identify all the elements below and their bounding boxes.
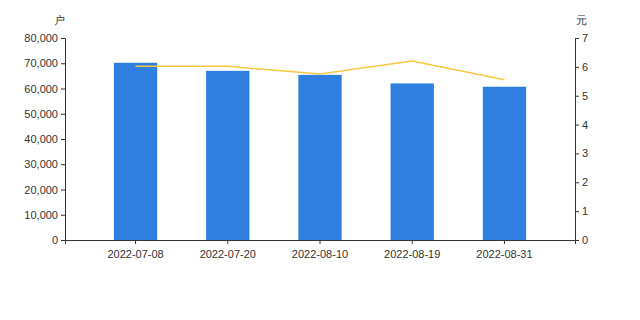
tick-mark <box>320 240 321 244</box>
tick: 4 <box>575 119 588 131</box>
chart: 0 10,000 20,000 30,000 40,000 50,000 60,000 70,… <box>0 0 640 320</box>
bar <box>206 71 249 240</box>
tick: 30,000 <box>24 158 65 170</box>
tick: 20,000 <box>24 184 65 196</box>
tick-mark <box>61 240 65 241</box>
bar-series <box>114 63 526 240</box>
y-axis: 0 10,000 20,000 30,000 40,000 50,000 60,000 70,… <box>24 32 65 246</box>
tick: 1 <box>575 205 588 217</box>
tick-label: 3 <box>582 147 588 159</box>
tick: 3 <box>575 147 588 159</box>
plot: 0 10,000 20,000 30,000 40,000 50,000 60,000 70,… <box>24 32 588 260</box>
tick-mark <box>575 67 579 68</box>
tick-mark <box>575 96 579 97</box>
tick-label: 20,000 <box>24 184 58 196</box>
tick-label: 70,000 <box>24 57 58 69</box>
tick-mark <box>575 38 579 39</box>
tick-label: 50,000 <box>24 108 58 120</box>
tick-label: 60,000 <box>24 83 58 95</box>
y-axis-title: 户 <box>54 14 65 27</box>
tick: 2022-08-19 <box>384 240 440 260</box>
tick-mark <box>575 211 579 212</box>
tick: 40,000 <box>24 133 65 145</box>
tick: 7 <box>575 32 588 44</box>
axis-line <box>61 39 66 241</box>
tick-mark <box>575 125 579 126</box>
tick: 6 <box>575 61 588 73</box>
tick-label: 5 <box>582 90 588 102</box>
tick: 60,000 <box>24 83 65 95</box>
tick-label: 7 <box>582 32 588 44</box>
tick: 2022-07-08 <box>107 240 163 260</box>
bar <box>298 75 341 240</box>
bar <box>114 63 157 240</box>
tick-label: 0 <box>582 234 588 246</box>
tick-mark <box>61 114 65 115</box>
y2-axis: 0 1 2 3 4 5 6 7 <box>575 32 588 246</box>
tick-mark <box>504 240 505 244</box>
line <box>136 61 505 80</box>
tick-label: 30,000 <box>24 158 58 170</box>
x-axis: 2022-07-08 2022-07-20 2022-08-10 2022-08-19… <box>66 240 576 260</box>
tick: 2 <box>575 176 588 188</box>
tick: 50,000 <box>24 108 65 120</box>
tick-label: 2022-08-19 <box>384 248 440 260</box>
tick-label: 2022-08-31 <box>476 248 532 260</box>
tick-label: 40,000 <box>24 133 58 145</box>
tick-mark <box>61 63 65 64</box>
tick-mark <box>135 240 136 244</box>
tick: 70,000 <box>24 57 65 69</box>
axis-line <box>66 241 576 245</box>
tick-mark <box>61 215 65 216</box>
tick: 10,000 <box>24 209 65 221</box>
tick: 2022-08-10 <box>292 240 348 260</box>
marks <box>114 61 526 240</box>
tick: 0 <box>575 234 588 246</box>
tick-mark <box>61 38 65 39</box>
tick-mark <box>412 240 413 244</box>
tick-mark <box>575 153 579 154</box>
tick-label: 2022-08-10 <box>292 248 348 260</box>
tick-mark <box>227 240 228 244</box>
tick-label: 6 <box>582 61 588 73</box>
tick-mark <box>575 182 579 183</box>
tick: 80,000 <box>24 32 65 44</box>
tick: 2022-07-20 <box>200 240 256 260</box>
tick-label: 80,000 <box>24 32 58 44</box>
tick-label: 2022-07-08 <box>107 248 163 260</box>
axis-line <box>576 39 580 241</box>
tick: 0 <box>52 234 65 246</box>
tick-label: 1 <box>582 205 588 217</box>
tick-label: 2022-07-20 <box>200 248 256 260</box>
tick-label: 4 <box>582 119 588 131</box>
tick-mark <box>61 164 65 165</box>
tick-label: 10,000 <box>24 209 58 221</box>
tick: 2022-08-31 <box>476 240 532 260</box>
tick-mark <box>61 89 65 90</box>
y2-axis-title: 元 <box>576 14 587 27</box>
bar <box>391 83 434 240</box>
tick: 5 <box>575 90 588 102</box>
tick-label: 0 <box>52 234 58 246</box>
bar <box>483 87 526 240</box>
tick-mark <box>61 139 65 140</box>
tick-mark <box>61 190 65 191</box>
tick-label: 2 <box>582 176 588 188</box>
